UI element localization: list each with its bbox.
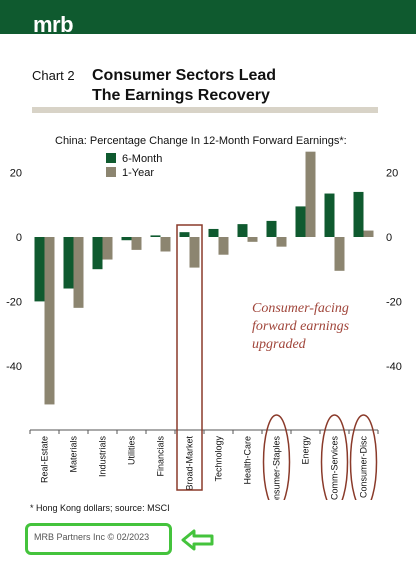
copyright: MRB Partners Inc © 02/2023 [34, 532, 150, 542]
bar-6-month [63, 237, 74, 289]
chart-title-line1: Consumer Sectors Lead [92, 67, 277, 84]
category-label: Health-Care [243, 436, 253, 485]
y-tick-label-right: -40 [386, 361, 402, 373]
bar-6-month [121, 237, 132, 241]
legend-label-1-year: 1-Year [122, 167, 155, 179]
bar-1-year [160, 237, 171, 252]
bar-1-year [305, 151, 316, 237]
category-label: Materials [69, 436, 79, 473]
legend-swatch-6-month [106, 153, 116, 163]
circle-highlight [349, 414, 378, 500]
bar-6-month [150, 235, 161, 237]
bar-6-month [237, 224, 248, 237]
category-label: Comm-Services [330, 436, 340, 500]
category-label: Broad-Market [185, 436, 195, 491]
bar-6-month [34, 237, 45, 302]
y-tick-label-left: 0 [16, 232, 22, 244]
category-label: Consumer-Staples [272, 436, 282, 501]
bar-6-month [266, 220, 277, 237]
legend-label-6-month: 6-Month [122, 153, 163, 165]
chart-svg: 20 20 0 0 -20 -20 -40 -40 Real-Estate Materials In… [6, 151, 402, 501]
footnote: * Hong Kong dollars; source: MSCI [30, 503, 170, 513]
highlight-box [176, 224, 203, 491]
bar-6-month [353, 191, 364, 237]
category-label: Financials [156, 436, 166, 477]
bar-1-year [218, 237, 229, 255]
annotation-text: Consumer-facing forward earnings upgrade… [252, 300, 349, 354]
annotation-line2: forward earnings [252, 319, 350, 334]
category-label: Consumer-Disc [359, 436, 369, 499]
bar-1-year [102, 237, 113, 260]
bar-1-year [44, 237, 55, 405]
y-tick-label-left: -40 [6, 361, 22, 373]
bar-6-month [324, 193, 335, 237]
bar-6-month [295, 206, 306, 237]
category-label: Technology [214, 436, 224, 482]
chart-title-line2: The Earnings Recovery [92, 87, 270, 104]
y-tick-label-left: -20 [6, 296, 22, 308]
y-tick-label-right: -20 [386, 296, 402, 308]
chart-subtitle: China: Percentage Change In 12-Month For… [55, 135, 347, 147]
copyright-highlight-box [25, 523, 172, 555]
annotation-line3: upgraded [252, 337, 306, 352]
bar-6-month [92, 237, 103, 270]
bar-1-year [247, 237, 258, 242]
bar-1-year [363, 230, 374, 237]
bar-1-year [334, 237, 345, 271]
title-rule [32, 107, 378, 113]
brand-logo: mrb [33, 12, 74, 37]
circle-highlight [262, 414, 291, 500]
circle-highlight [320, 414, 349, 500]
legend-swatch-1-year [106, 167, 116, 177]
category-label: Utilities [127, 436, 137, 466]
bar-1-year [189, 237, 200, 268]
y-tick-label-right: 20 [386, 168, 398, 180]
category-label: Energy [301, 436, 311, 465]
bar-1-year [73, 237, 84, 308]
bar-1-year [131, 237, 142, 250]
category-label: Real-Estate [40, 436, 50, 483]
y-tick-label-left: 20 [10, 168, 22, 180]
brand-bar: mrb [0, 0, 416, 37]
bar-1-year [276, 237, 287, 247]
legend-item-6-month: 6-Month [106, 153, 162, 165]
y-tick-label-right: 0 [386, 232, 392, 244]
bar-6-month [208, 228, 219, 237]
category-label: Industrials [98, 436, 108, 478]
bar-6-month [179, 232, 190, 237]
chart-title: Consumer Sectors Lead The Earnings Recov… [92, 66, 276, 106]
chart-number: Chart 2 [32, 68, 75, 83]
arrow-left-icon [181, 529, 214, 551]
legend-item-1-year: 1-Year [106, 167, 154, 179]
annotation-line1: Consumer-facing [252, 301, 349, 316]
